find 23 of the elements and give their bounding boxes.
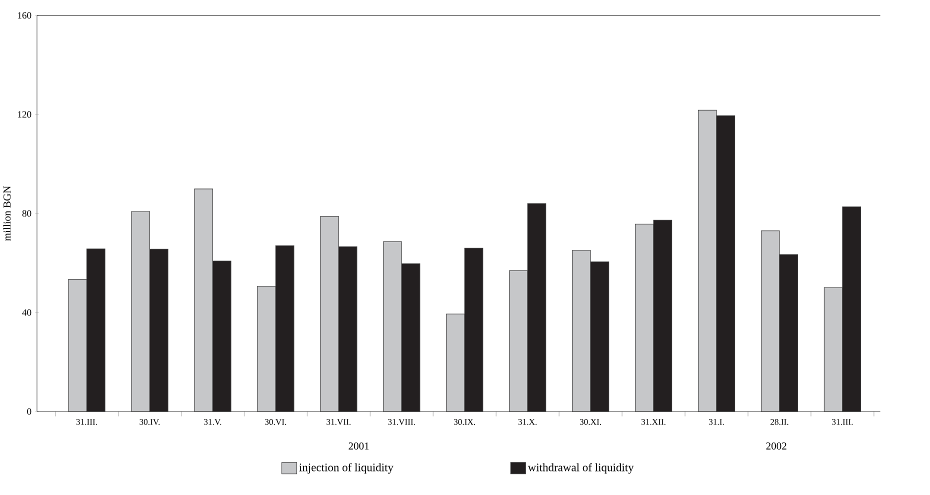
- y-tick-label: 80: [22, 210, 32, 217]
- x-tick-label: 31.X.: [518, 418, 537, 425]
- x-tick-label: 30.VI.: [265, 418, 286, 425]
- x-tick-label: 31.III.: [76, 418, 97, 425]
- x-tick-label: 31.XII.: [641, 418, 666, 425]
- x-tick-label: 31.VII.: [326, 418, 351, 425]
- x-tick-label: 31.I.: [709, 418, 724, 425]
- y-tick-label: 160: [18, 12, 32, 19]
- y-axis-title: million BGN: [3, 186, 11, 241]
- x-tick-label: 30.IX.: [454, 418, 476, 425]
- x-tick-label: 30.XI.: [580, 418, 602, 425]
- x-tick-label: 31.V.: [204, 418, 222, 425]
- text: 2002: [766, 442, 786, 450]
- y-tick-label: 0: [27, 408, 32, 415]
- legend-label: withdrawal of liquidity: [528, 462, 634, 474]
- x-tick-label: 31.VIII.: [388, 418, 415, 425]
- x-tick-label: 28.II.: [770, 418, 788, 425]
- y-tick-label: 40: [22, 309, 32, 316]
- y-tick-label: 120: [18, 111, 32, 118]
- text: 2001: [348, 442, 369, 450]
- x-tick-label: 30.IV.: [140, 418, 160, 425]
- legend-label: injection of liquidity: [299, 462, 394, 474]
- x-tick-label: 31.III.: [832, 418, 853, 425]
